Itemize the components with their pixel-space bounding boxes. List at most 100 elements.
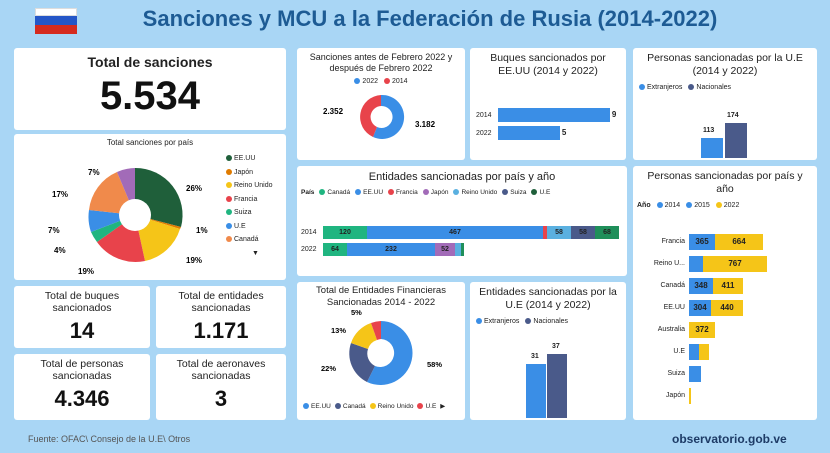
sanciones-pie-chart: 26% 1% 19% 19% 4% 7% 17% 7% <box>48 167 208 276</box>
kpi-entidades-card: Total de entidades sancionadas 1.171 <box>156 286 286 348</box>
kpi-buques-card: Total de buques sancionados 14 <box>14 286 150 348</box>
legend-eeuu[interactable]: EE.UU <box>355 189 383 196</box>
kpi-aeronaves-label: Total de aeronaves sancionadas <box>176 358 266 382</box>
slice-fin-canada <box>349 343 375 382</box>
label-extra: 7% <box>88 168 100 177</box>
legend-francia[interactable]: Francia <box>388 189 418 196</box>
slice-2022 <box>373 94 405 139</box>
legend-canada[interactable]: Canadá <box>226 233 273 247</box>
entidades-pais-card: Entidades sancionadas por país y año Paí… <box>297 166 627 276</box>
seg-2022-ue <box>461 243 464 256</box>
legend-reino[interactable]: Reino Unido <box>453 189 497 196</box>
kpi-aeronaves-card: Total de aeronaves sancionadas 3 <box>156 354 286 420</box>
row-francia: Francia 365 664 <box>633 234 817 250</box>
legend-reino[interactable]: Reino Unido <box>226 179 273 193</box>
label-francia: 19% <box>78 267 94 276</box>
slice-reino <box>135 215 180 261</box>
fin-label-reino: 13% <box>331 326 346 335</box>
seg-2022-japon: 52 <box>435 243 455 256</box>
legend-francia[interactable]: Francia <box>226 193 273 207</box>
legend-2022[interactable]: 2022 <box>715 202 739 209</box>
entidades-pais-legend: País Canadá EE.UU Francia Japón Reino Un… <box>301 189 627 196</box>
seg-2014-francia <box>543 226 547 239</box>
slice-2014 <box>360 95 381 137</box>
bar-2022 <box>497 126 560 140</box>
label-suiza: 4% <box>54 246 66 255</box>
entidades-ue-title: Entidades sancionadas por la U.E (2014 y… <box>479 286 617 311</box>
fin-label-francia: 5% <box>351 309 362 317</box>
legend-fin-canada[interactable]: Canadá <box>334 403 366 410</box>
buques-row-2014: 2014 9 <box>476 108 616 122</box>
buques-title: Buques sancionados por EE.UU (2014 y 202… <box>490 52 606 77</box>
legend-eu-nac[interactable]: Nacionales <box>525 318 568 325</box>
personas-pais-card: Personas sancionadas por país y año Año … <box>633 166 817 420</box>
financieras-legend: EE.UU Canadá Reino Unido U.E ▶ <box>303 402 445 410</box>
buques-card: Buques sancionados por EE.UU (2014 y 202… <box>470 48 626 160</box>
financieras-title: Total de Entidades Financieras Sancionad… <box>316 285 446 308</box>
sanciones-por-pais-card: Total sanciones por país 26% 1% 19% 19% … <box>14 134 286 280</box>
legend-japon[interactable]: Japón <box>422 189 448 196</box>
personas-ue-legend: Extranjeros Nacionales <box>639 84 817 91</box>
legend-suiza[interactable]: Suiza <box>502 189 526 196</box>
row-japon: Japón <box>633 388 817 404</box>
footer-source: Fuente: OFAC\ Consejo de la U.E\ Otros <box>28 434 191 444</box>
label-canada: 17% <box>52 190 68 199</box>
legend-2014[interactable]: 2014 <box>384 78 408 85</box>
fin-label-eeuu: 58% <box>427 360 442 369</box>
kpi-buques-value: 14 <box>69 318 95 343</box>
row-eeuu: EE.UU 304 440 <box>633 300 817 316</box>
row-reino: Reino U... 767 <box>633 256 817 272</box>
legend-fin-ue[interactable]: U.E <box>417 403 436 410</box>
value-2014: 2.352 <box>323 107 344 116</box>
entidades-pais-title: Entidades sancionadas por país y año <box>368 171 556 183</box>
footer-site[interactable]: observatorio.gob.ve <box>672 432 787 446</box>
antes-despues-title: Sanciones antes de Febrero 2022 y despué… <box>309 52 453 73</box>
legend-extranjeros[interactable]: Extranjeros <box>639 84 682 91</box>
personas-pais-title: Personas sancionadas por país y año <box>647 170 803 195</box>
kpi-entidades-label: Total de entidades sancionadas <box>178 290 264 314</box>
legend-eeuu[interactable]: EE.UU <box>226 152 273 166</box>
seg-2022-eeuu: 232 <box>347 243 435 256</box>
seg-2014-ue: 68 <box>595 226 619 239</box>
total-sanciones-value: 5.534 <box>99 74 201 118</box>
entidades-row-2014: 2014 120 467 58 58 68 <box>301 226 619 239</box>
seg-2022-canada: 64 <box>323 243 347 256</box>
seg-2014-eeuu: 467 <box>367 226 543 239</box>
legend-next-icon[interactable]: ▶ <box>440 403 446 410</box>
entidades-ue-val-ext: 31 <box>531 353 539 360</box>
label-reino: 19% <box>186 256 202 265</box>
seg-2014-suiza: 58 <box>571 226 595 239</box>
antes-despues-card: Sanciones antes de Febrero 2022 y despué… <box>297 48 465 160</box>
seg-2014-reino: 58 <box>547 226 571 239</box>
slice-fin-eeuu <box>367 321 413 385</box>
value-2022: 3.182 <box>415 120 436 129</box>
kpi-personas-label: Total de personas sancionadas <box>40 358 124 382</box>
kpi-aeronaves-value: 3 <box>214 386 228 411</box>
legend-japon[interactable]: Japón <box>226 166 273 180</box>
sanciones-por-pais-title: Total sanciones por país <box>106 138 194 147</box>
seg-2014-canada: 120 <box>323 226 367 239</box>
legend-ue[interactable]: U.E <box>226 220 273 234</box>
legend-fin-reino[interactable]: Reino Unido <box>369 403 413 410</box>
pie-legend: EE.UU Japón Reino Unido Francia Suiza U.… <box>226 152 273 260</box>
kpi-entidades-value: 1.171 <box>193 318 249 343</box>
legend-fin-eeuu[interactable]: EE.UU <box>303 403 331 410</box>
personas-ue-title: Personas sancionadas por la U.E (2014 y … <box>647 52 803 77</box>
legend-eu-ext[interactable]: Extranjeros <box>476 318 519 325</box>
legend-nacionales[interactable]: Nacionales <box>688 84 731 91</box>
antes-despues-legend: 2022 2014 <box>297 78 465 85</box>
row-canada: Canadá 348 411 <box>633 278 817 294</box>
legend-scroll-down-icon[interactable]: ▼ <box>252 249 259 257</box>
entidades-ue-val-nac: 37 <box>552 343 560 350</box>
legend-canada[interactable]: Canadá <box>319 189 350 196</box>
legend-2022[interactable]: 2022 <box>354 78 378 85</box>
legend-2014[interactable]: 2014 <box>656 202 680 209</box>
legend-ue[interactable]: U.E <box>531 189 550 196</box>
entidades-ue-bar-nac <box>547 354 567 418</box>
legend-suiza[interactable]: Suiza <box>226 206 273 220</box>
slice-fin-reino <box>351 323 377 349</box>
legend-2015[interactable]: 2015 <box>686 202 710 209</box>
label-eeuu: 26% <box>186 184 202 193</box>
label-japon: 1% <box>196 226 208 235</box>
legend-label-ano: Año <box>637 202 651 209</box>
